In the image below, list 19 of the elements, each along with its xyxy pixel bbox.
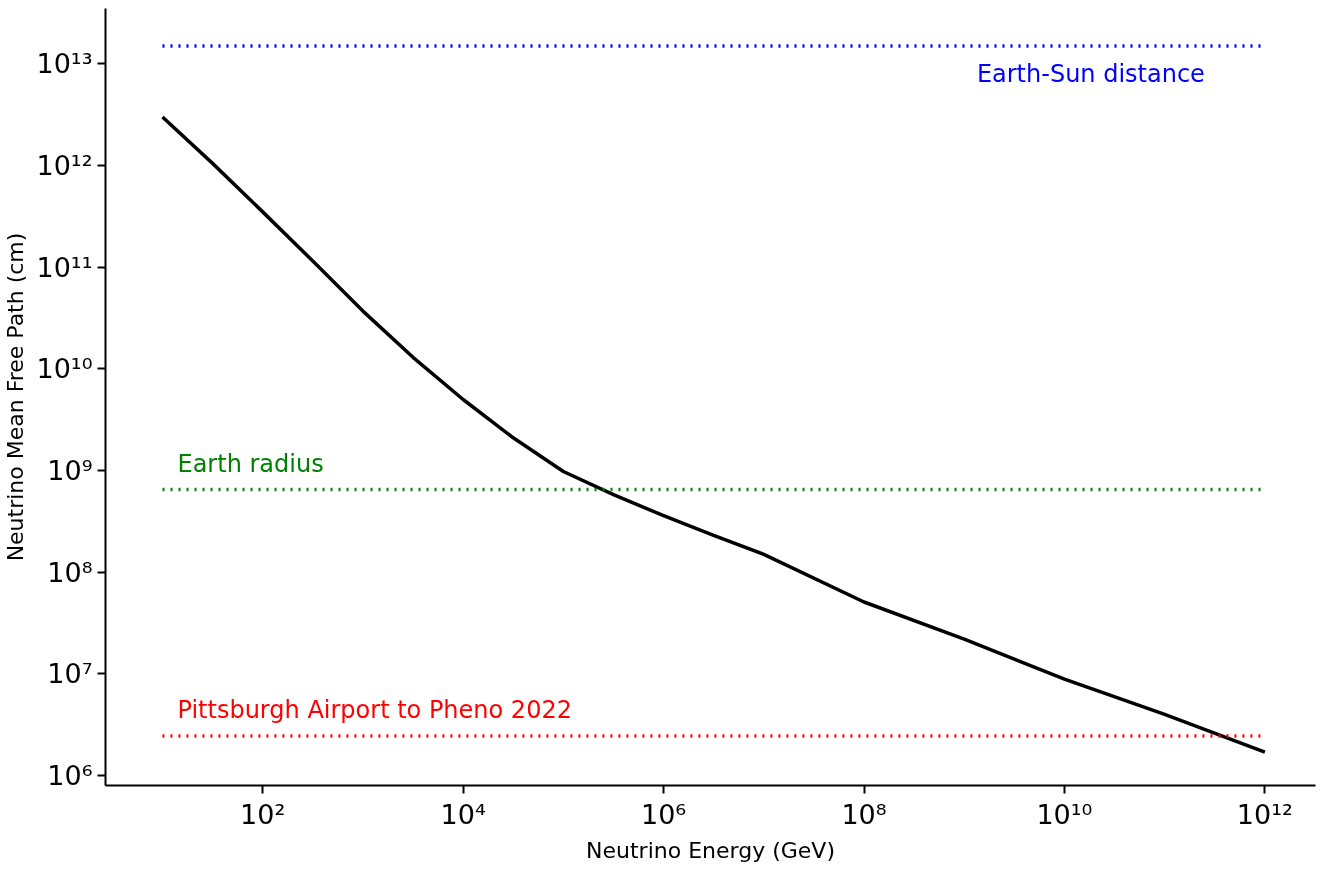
y-tick-label: 10⁹ [47, 455, 93, 487]
y-tick-label: 10⁸ [47, 556, 93, 588]
x-axis-title: Neutrino Energy (GeV) [586, 837, 835, 863]
y-tick-label: 10¹⁰ [36, 353, 93, 385]
x-tick-label: 10⁶ [640, 798, 687, 830]
ref-line-label: Pittsburgh Airport to Pheno 2022 [177, 696, 572, 725]
y-tick-label: 10⁶ [47, 760, 93, 792]
y-axis-title: Neutrino Mean Free Path (cm) [3, 232, 29, 562]
x-tick-label: 10² [240, 798, 286, 830]
y-tick-label: 10⁷ [47, 658, 93, 690]
x-tick-label: 10¹⁰ [1036, 798, 1093, 830]
y-tick-label: 10¹³ [36, 48, 93, 80]
x-tick-label: 10¹² [1236, 798, 1293, 830]
x-tick-label: 10⁸ [841, 798, 887, 830]
y-tick-label: 10¹¹ [36, 251, 93, 283]
x-tick-label: 10⁴ [440, 798, 486, 830]
y-tick-label: 10¹² [36, 150, 93, 182]
ref-line-label: Earth-Sun distance [976, 59, 1205, 88]
ref-line-label: Earth radius [177, 449, 324, 478]
